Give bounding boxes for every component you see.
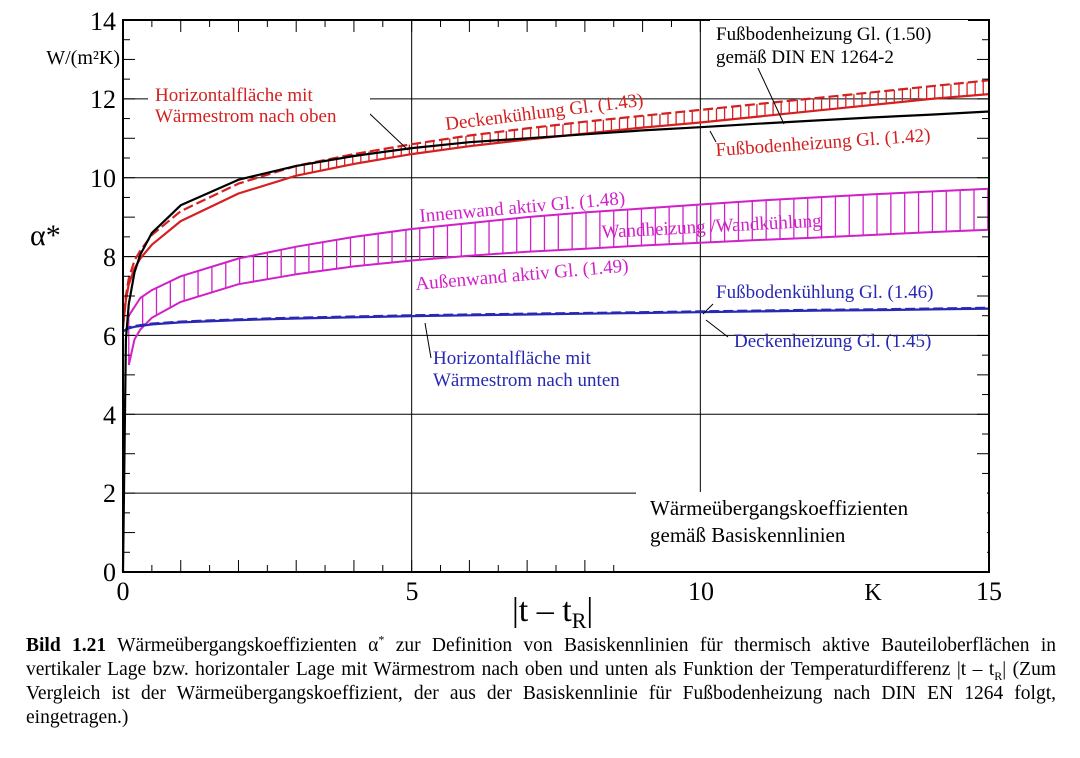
- leader-line: [709, 130, 717, 143]
- y-tick-label: 2: [103, 479, 116, 508]
- curve-outer-wall: [127, 228, 990, 366]
- x-tick-label: 10: [688, 577, 714, 606]
- annotation-horizontal-down: Wärmestrom nach unten: [433, 370, 620, 391]
- curve-ceiling-cooling: [121, 79, 990, 328]
- y-tick-label: 14: [90, 7, 116, 36]
- y-tick-label: 0: [103, 558, 116, 587]
- curve-floor-cooling: [122, 307, 990, 333]
- y-unit-label: W/(m²K): [46, 47, 120, 69]
- annotation-horizontal-down: Horizontalfläche mit: [433, 348, 591, 369]
- y-tick-label: 4: [103, 401, 116, 430]
- annotation-ceiling-cooling: Deckenkühlung Gl. (1.43): [444, 90, 645, 135]
- y-tick-label: 10: [90, 164, 116, 193]
- x-axis-label: |t – tR|: [512, 592, 593, 630]
- curve-inner-wall: [127, 187, 990, 317]
- curve-floor-heating-din: [121, 110, 990, 573]
- annotation-outer-wall: Außenwand aktiv Gl. (1.49): [415, 255, 630, 295]
- y-tick-label: 8: [103, 243, 116, 272]
- curve-ceiling-heating: [122, 306, 990, 333]
- leader-line: [424, 322, 432, 359]
- annotation-floor-heating-din: Fußbodenheizung Gl. (1.50): [716, 24, 931, 45]
- annotation-ceiling-heating: Deckenheizung Gl. (1.45): [734, 331, 931, 352]
- leader-line: [705, 319, 729, 338]
- x-tick-label: 15: [976, 577, 1002, 606]
- y-axis-symbol: α*: [30, 219, 61, 252]
- y-tick-label: 12: [90, 85, 116, 114]
- annotation-horizontal-up: Horizontalfläche mit: [155, 85, 313, 106]
- label-bg: [710, 20, 968, 68]
- leader-line: [756, 65, 785, 125]
- legend-box: [636, 492, 987, 571]
- annotation-floor-heating: Fußbodenheizung Gl. (1.42): [715, 125, 931, 161]
- annotation-floor-cooling: Fußbodenkühlung Gl. (1.46): [716, 282, 933, 303]
- label-bg: [148, 82, 370, 126]
- legend-box-text: gemäß Basiskennlinien: [650, 523, 846, 547]
- y-axis-label: α*: [30, 219, 61, 252]
- alpha-chart: 14 12 10 8 6 4 2 0 W/(m²K) α* 0 5 10 15 …: [30, 7, 1002, 630]
- x-tick-label: 0: [117, 577, 130, 606]
- annotation-inner-wall: Innenwand aktiv Gl. (1.48): [419, 188, 626, 227]
- leader-line: [369, 113, 409, 151]
- x-axis-subscript: R: [572, 608, 587, 630]
- y-tick-label: 6: [103, 322, 116, 351]
- legend-box-text: Wärmeübergangskoeffizienten: [650, 496, 909, 520]
- caption-label: Bild 1.21: [26, 635, 107, 656]
- x-unit-label: K: [864, 580, 882, 606]
- leader-line: [702, 303, 714, 315]
- figure-caption: Bild 1.21 Wärmeübergangskoeffizienten α*…: [26, 632, 1056, 729]
- annotation-floor-heating-din: gemäß DIN EN 1264-2: [716, 47, 894, 68]
- annotation-horizontal-up: Wärmestrom nach oben: [155, 106, 337, 127]
- curve-lines: [121, 79, 990, 573]
- x-tick-label: 5: [406, 577, 419, 606]
